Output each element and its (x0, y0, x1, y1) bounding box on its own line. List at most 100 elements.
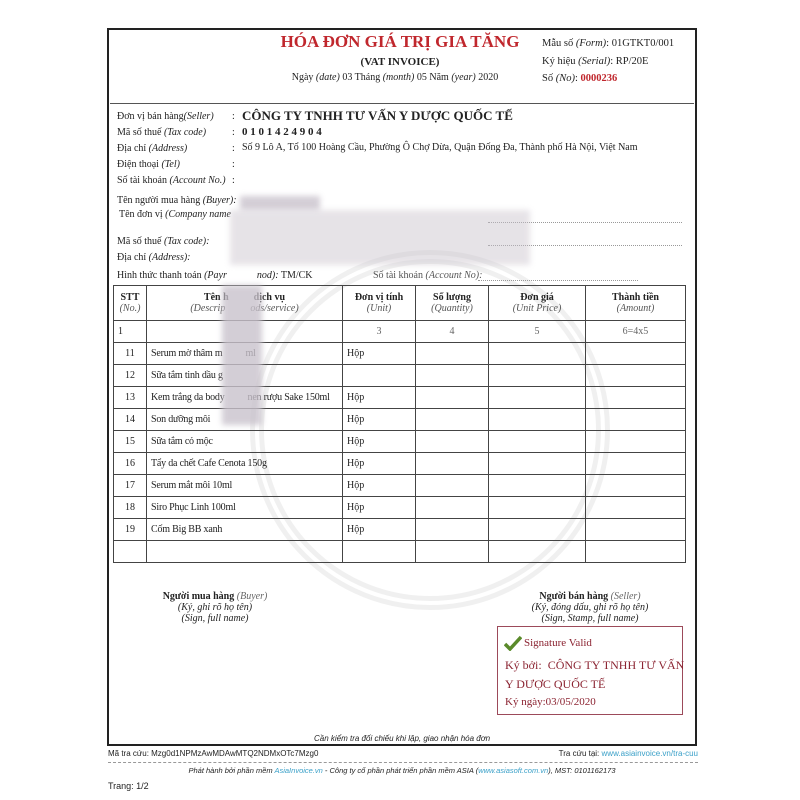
issued-by: Phát hành bởi phần mềm AsiaInvoice.vn - … (188, 766, 616, 775)
row-unit: Hộp (342, 408, 416, 431)
row-amount (585, 474, 686, 497)
row-unit-price (488, 386, 586, 409)
index-cell: 4 (415, 320, 489, 343)
checkmark-icon (504, 635, 522, 651)
buyer-tax-label: Mã số thuế (Tax code): (117, 236, 210, 247)
seller-address-label: Địa chỉ (Address) (117, 143, 188, 154)
asiainvoice-link[interactable]: AsiaInvoice.vn (274, 766, 323, 775)
redacted-buyer (240, 196, 320, 210)
row-description: Sữa tắm cỏ mộc (146, 430, 343, 453)
invoice-subtitle: (VAT INVOICE) (360, 56, 440, 68)
row-quantity (415, 474, 489, 497)
row-no: 14 (113, 408, 147, 431)
table-row: 14 Son dưỡng môi Hộp (113, 408, 686, 431)
row-description: Siro Phục Linh 100ml (146, 496, 343, 519)
seller-account-label: Số tài khoản (Account No.) (117, 175, 226, 186)
table-row: 12 Sữa tắm tinh dầu g (113, 364, 686, 387)
row-unit (342, 364, 416, 387)
row-quantity (415, 386, 489, 409)
row-unit-price (488, 364, 586, 387)
redacted-buyer-details (230, 210, 530, 265)
row-quantity (415, 430, 489, 453)
table-row: 15 Sữa tắm cỏ mộc Hộp (113, 430, 686, 453)
seller-tax-label: Mã số thuế (Tax code) (117, 127, 207, 138)
column-header: Thành tiền (Amount) (585, 285, 686, 321)
invoice-number: Số (No): 0000236 (542, 73, 618, 84)
row-description: Tẩy da chết Cafe Cenota 150g (146, 452, 343, 475)
row-unit-price (488, 496, 586, 519)
row-amount (585, 364, 686, 387)
row-amount (585, 342, 686, 365)
row-unit-price (488, 474, 586, 497)
buyer-account-label: Số tài khoản (Account No): (373, 270, 483, 281)
row-unit: Hộp (342, 430, 416, 453)
digital-signature-box[interactable]: Signature Valid Ký bởi: CÔNG TY TNHH TƯ … (497, 626, 685, 715)
seller-name: CÔNG TY TNHH TƯ VẤN Y DƯỢC QUỐC TẾ (242, 108, 513, 123)
row-unit-price (488, 408, 586, 431)
invoice-date: Ngày (date) 03 Tháng (month) 05 Năm (yea… (291, 72, 499, 83)
row-unit: Hộp (342, 386, 416, 409)
table-row: 19 Cốm Big BB xanh Hộp (113, 518, 686, 541)
row-no: 17 (113, 474, 147, 497)
row-no: 19 (113, 518, 147, 541)
row-quantity (415, 452, 489, 475)
row-quantity (415, 496, 489, 519)
page-number: Trang: 1/2 (108, 781, 149, 791)
seller-tax-code: 0 1 0 1 4 2 4 9 0 4 (242, 126, 322, 138)
row-unit-price (488, 430, 586, 453)
row-quantity (415, 342, 489, 365)
row-unit-price (488, 452, 586, 475)
row-unit: Hộp (342, 474, 416, 497)
buyer-address-label: Địa chỉ (Address): (117, 252, 191, 263)
index-cell: 1 (113, 320, 147, 343)
index-cell: 5 (488, 320, 586, 343)
row-amount (585, 386, 686, 409)
row-quantity (415, 518, 489, 541)
row-no: 16 (113, 452, 147, 475)
row-description: Cốm Big BB xanh (146, 518, 343, 541)
column-header: Đơn vị tính (Unit) (342, 285, 416, 321)
company-label: Tên đơn vị (Company name (119, 209, 231, 220)
row-unit: Hộp (342, 342, 416, 365)
row-unit: Hộp (342, 452, 416, 475)
row-amount (585, 430, 686, 453)
index-cell: 3 (342, 320, 416, 343)
table-row: 16 Tẩy da chết Cafe Cenota 150g Hộp (113, 452, 686, 475)
signed-date: Ký ngày:03/05/2020 (505, 696, 596, 708)
empty-row (113, 540, 686, 563)
row-unit: Hộp (342, 496, 416, 519)
row-no: 15 (113, 430, 147, 453)
redacted-description (222, 285, 262, 425)
column-header: STT (No.) (113, 285, 147, 321)
invoice-title: HÓA ĐƠN GIÁ TRỊ GIA TĂNG (280, 32, 520, 51)
row-no: 11 (113, 342, 147, 365)
row-amount (585, 496, 686, 519)
lookup-code: Mã tra cứu: Mzg0d1NPMzAwMDAwMTQ2NDMxOTc7… (108, 749, 319, 758)
row-no: 12 (113, 364, 147, 387)
row-amount (585, 452, 686, 475)
row-unit: Hộp (342, 518, 416, 541)
row-amount (585, 408, 686, 431)
column-header: Số lượng (Quantity) (415, 285, 489, 321)
invoice-frame (107, 28, 697, 746)
row-description: Serum mắt môi 10ml (146, 474, 343, 497)
seller-signature-block: Người bán hàng (Seller) (Ký, đóng dấu, g… (531, 591, 649, 624)
payment-method: Hình thức thanh toán (Payr nod): TM/CK (117, 270, 313, 281)
row-amount (585, 518, 686, 541)
seller-label: Đơn vị bán hàng(Seller) (117, 111, 214, 122)
row-no: 13 (113, 386, 147, 409)
index-row: 1 3 4 5 6=4x5 (113, 320, 686, 343)
table-row: 11 Serum mờ thâm m ml Hộp (113, 342, 686, 365)
column-header: Đơn giá (Unit Price) (488, 285, 586, 321)
seller-tel-label: Điện thoại (Tel) (117, 159, 180, 170)
row-unit-price (488, 518, 586, 541)
index-cell: 6=4x5 (585, 320, 686, 343)
form-number: Mẫu số (Form): 01GTKT0/001 (542, 38, 675, 49)
asiasoft-link[interactable]: www.asiasoft.com.vn (478, 766, 549, 775)
lookup-site: Tra cứu tại: www.asiainvoice.vn/tra-cuu (558, 749, 698, 758)
signed-by: Ký bởi: CÔNG TY TNHH TƯ VẤN (505, 658, 685, 672)
row-no: 18 (113, 496, 147, 519)
header-divider (110, 103, 694, 104)
lookup-link[interactable]: www.asiainvoice.vn/tra-cuu (601, 749, 698, 758)
